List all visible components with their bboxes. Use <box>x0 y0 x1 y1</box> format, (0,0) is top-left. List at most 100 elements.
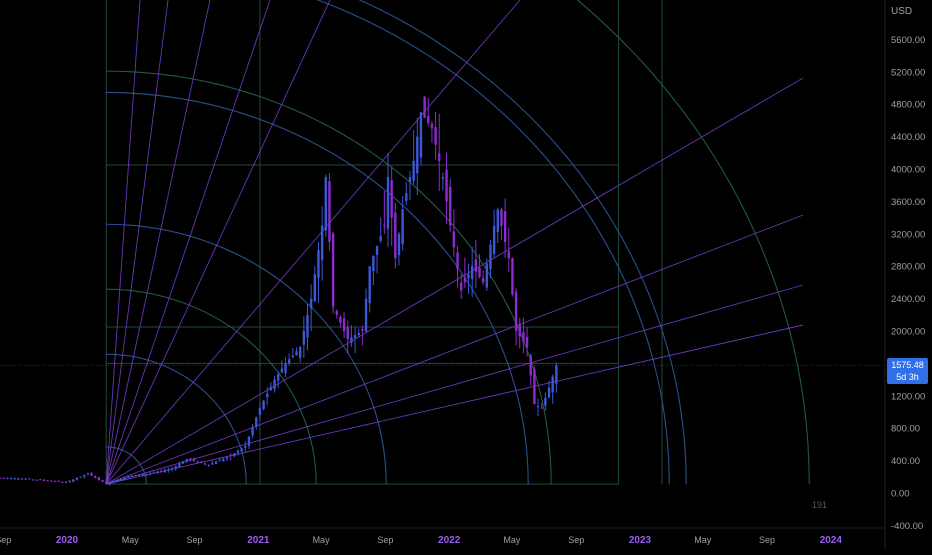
candle-body <box>0 477 2 479</box>
price-tick-label: 5600.00 <box>891 35 925 46</box>
gann-arc <box>106 223 387 485</box>
candle-body <box>357 333 360 336</box>
candle-body <box>459 282 463 291</box>
candle-body <box>277 374 280 381</box>
bar-countdown: 5d 3h <box>896 372 919 382</box>
time-tick-label: May <box>503 535 521 545</box>
gann-fan-line <box>105 0 331 485</box>
candle-body <box>328 181 331 242</box>
candle-body <box>262 400 265 410</box>
candle-body <box>101 480 104 482</box>
candle-body <box>97 477 101 480</box>
time-tick-label: 2021 <box>247 535 270 546</box>
candle-body <box>525 336 529 348</box>
candle-body <box>163 470 166 473</box>
candle-body <box>233 453 236 457</box>
candle-body <box>178 463 181 468</box>
gann-arc <box>106 288 317 485</box>
candle-body <box>514 291 518 331</box>
candle-body <box>167 469 170 471</box>
candle-body <box>372 256 375 272</box>
candle-body <box>20 478 24 480</box>
candle-body <box>64 481 68 483</box>
candle-body <box>134 475 137 477</box>
price-tick-label: 3200.00 <box>891 229 925 240</box>
candle-body <box>309 298 313 309</box>
gann-arc <box>316 0 670 485</box>
candle-body <box>306 314 309 338</box>
time-tick-label: May <box>313 535 331 545</box>
gann-fan-line <box>105 0 169 485</box>
candle-body <box>441 177 445 179</box>
candle-body <box>86 473 90 475</box>
candle-body <box>170 468 174 470</box>
time-tick-label: 2020 <box>56 535 79 546</box>
candle-body <box>273 379 276 389</box>
time-tick-label: Sep <box>0 535 11 545</box>
candle-body <box>485 263 489 288</box>
gann-fan-line <box>105 0 521 485</box>
candle-body <box>189 458 192 460</box>
candle-body <box>386 177 390 229</box>
candle-body <box>335 310 338 315</box>
candle-body <box>489 244 492 270</box>
candle-body <box>53 481 57 483</box>
gann-fan-line <box>106 214 804 485</box>
candle-body <box>145 473 148 475</box>
gann-fan-line <box>105 77 804 485</box>
candle-body <box>339 316 342 323</box>
candle-body <box>6 477 9 479</box>
candle-body <box>412 160 415 181</box>
price-tick-label: 4800.00 <box>891 100 925 111</box>
candle-body <box>123 477 126 479</box>
candle-body <box>456 252 459 269</box>
candle-body <box>17 478 20 480</box>
candle-body <box>255 417 258 427</box>
candle-body <box>214 461 218 464</box>
price-tick-label: 4000.00 <box>891 165 925 176</box>
price-tick-label: 2400.00 <box>891 294 925 305</box>
candle-body <box>298 347 302 358</box>
price-tick-label: 3600.00 <box>891 197 925 208</box>
price-tick-label: 5200.00 <box>891 67 925 78</box>
candle-body <box>72 479 75 482</box>
candle-body <box>24 478 27 480</box>
candle-body <box>280 368 284 373</box>
candle-body <box>218 460 221 462</box>
candle-body <box>211 463 214 465</box>
candle-body <box>353 335 357 339</box>
candle-body <box>42 479 46 481</box>
candles-group <box>0 96 558 486</box>
candle-body <box>529 355 532 376</box>
candle-body <box>287 359 291 364</box>
candle-body <box>416 136 419 174</box>
candle-body <box>269 386 273 391</box>
candle-body <box>438 153 441 161</box>
candle-body <box>57 480 60 482</box>
candle-body <box>547 387 551 398</box>
candle-body <box>284 363 287 374</box>
candle-body <box>394 212 397 259</box>
candle-body <box>452 231 456 248</box>
candle-body <box>511 258 514 295</box>
gann-arc <box>106 353 247 485</box>
candle-body <box>75 478 79 480</box>
last-price-tag: 1575.48 5d 3h <box>887 358 928 384</box>
candle-body <box>500 209 503 226</box>
candle-body <box>544 397 547 406</box>
candle-body <box>2 477 5 479</box>
candle-body <box>350 337 353 343</box>
candle-body <box>522 332 525 342</box>
time-tick-label: 2024 <box>820 535 843 546</box>
last-price-value: 1575.48 <box>891 360 924 370</box>
candle-body <box>540 407 543 409</box>
candle-body <box>551 376 554 393</box>
candle-body <box>368 266 371 304</box>
candle-body <box>148 473 152 475</box>
gann-fan-line <box>105 0 271 485</box>
price-axis-currency: USD <box>891 6 912 17</box>
candle-body <box>83 475 86 477</box>
candle-body <box>247 436 251 446</box>
